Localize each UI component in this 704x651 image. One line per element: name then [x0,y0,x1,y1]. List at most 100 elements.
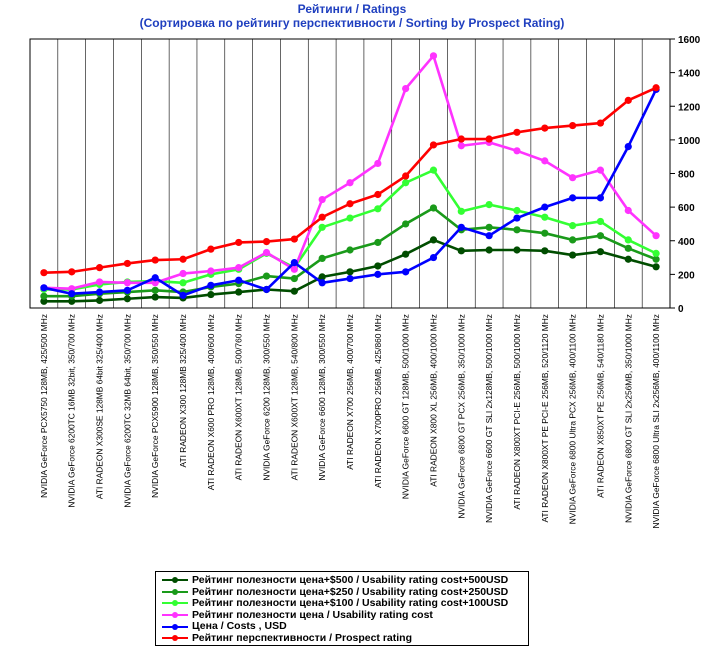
data-point [207,245,215,253]
data-point [596,194,605,202]
data-point [95,264,104,272]
data-point [68,290,76,298]
legend-item: Рейтинг полезности цена / Usability rati… [162,609,433,621]
legend-swatch [162,588,188,595]
data-point [652,255,660,263]
data-point [207,290,215,299]
data-point [40,292,48,300]
data-point [151,293,159,301]
x-tick-label: NVIDIA GeForce 6600 GT 128MB, 500/1000 M… [401,314,411,499]
data-point [624,255,632,263]
legend-label: Рейтинг перспективности / Prospect ratin… [192,632,413,644]
y-tick-label: 600 [678,203,695,214]
data-point [262,248,271,257]
chart-title: Рейтинги / Ratings [297,2,407,16]
data-point [402,250,410,258]
data-point [402,268,410,276]
x-tick-label: NVIDIA GeForce 6200TC 16MB 32bit, 350/70… [67,314,77,508]
data-point [290,274,298,283]
data-point [541,213,549,221]
x-tick-label: ATI RADEON X300 128MB 325/400 MHz [178,314,188,467]
data-point [457,223,465,231]
data-point [652,232,660,240]
data-point [374,262,382,270]
data-point [402,84,410,93]
data-point [485,135,493,143]
data-point [624,244,632,252]
data-point [541,157,549,165]
data-point [179,255,187,263]
data-point [569,236,577,244]
x-tick-label: NVIDIA GeForce 6800 GT SLI 2x256MB, 350/… [623,314,633,523]
data-point [318,223,326,231]
x-tick-label: ATI RADEON X800XT PE PCI-E 256MB, 520/11… [540,314,550,523]
legend-swatch [162,577,188,584]
data-point [207,281,215,289]
data-point [429,253,438,262]
data-point [95,296,104,305]
data-point [541,203,549,211]
data-point [235,288,243,296]
legend-label: Цена / Costs , USD [192,620,287,633]
x-tick-label: ATI RADEON X300SE 128MB 64bit 325/400 MH… [95,314,105,499]
data-point [569,121,577,130]
data-point [318,195,326,204]
data-point [40,297,48,305]
data-point [290,235,298,243]
x-tick-label: NVIDIA GeForce 6600 128MB, 300/550 MHz [317,314,327,481]
data-point [652,249,660,257]
data-point [68,297,76,305]
data-point [513,147,521,155]
data-point [151,274,159,282]
data-point [429,52,438,60]
data-point [95,278,104,286]
data-point [596,119,605,127]
data-point [151,286,159,294]
legend-marker [172,623,178,630]
x-tick-label: ATI RADEON X600XT 128MB, 540/800 MHz [289,314,299,480]
data-point [318,279,326,287]
chart-legend: Рейтинг полезности цена+$500 / Usability… [155,571,529,646]
data-point [151,256,159,264]
data-point [235,264,243,272]
data-point [569,251,577,259]
data-point [457,142,465,150]
y-tick-label: 200 [678,270,695,281]
data-point [596,232,605,240]
data-point [290,259,298,267]
legend-marker [172,577,178,584]
data-point [235,238,243,247]
legend-marker [172,635,178,642]
data-point [318,254,326,263]
x-tick-label: ATI RADEON X850XT PE 256MB, 540/1180 MHz [595,314,605,498]
x-tick-label: NVIDIA GeForce 6800 Ultra SLI 2x256MB, 4… [651,314,661,528]
data-point [402,220,410,228]
y-tick-label: 0 [678,304,684,315]
y-tick-label: 1200 [678,102,701,113]
data-point [652,263,660,271]
series-line [43,88,658,297]
data-point [40,284,48,292]
legend-marker [172,588,178,595]
data-point [346,268,354,276]
data-point [346,214,354,222]
legend-label: Рейтинг полезности цена+$500 / Usability… [192,574,509,586]
data-point [624,96,632,104]
legend-label: Рейтинг полезности цена+$250 / Usability… [192,585,509,598]
data-point [402,172,410,180]
legend-marker [172,612,178,619]
data-point [68,285,76,293]
data-point [151,279,159,287]
legend-swatch [162,612,188,619]
data-point [95,288,104,296]
data-point [207,267,215,275]
x-tick-label: NVIDIA GeForce 6800 GT PCX 256MB, 350/10… [456,314,466,519]
data-point [374,205,382,213]
y-tick-label: 400 [678,237,695,248]
legend-marker [172,600,178,607]
data-point [429,236,438,244]
data-point [457,247,465,255]
data-point [569,194,577,202]
x-tick-label: NVIDIA GeForce 6200 128MB, 300/550 MHz [262,314,272,481]
data-point [123,259,131,268]
